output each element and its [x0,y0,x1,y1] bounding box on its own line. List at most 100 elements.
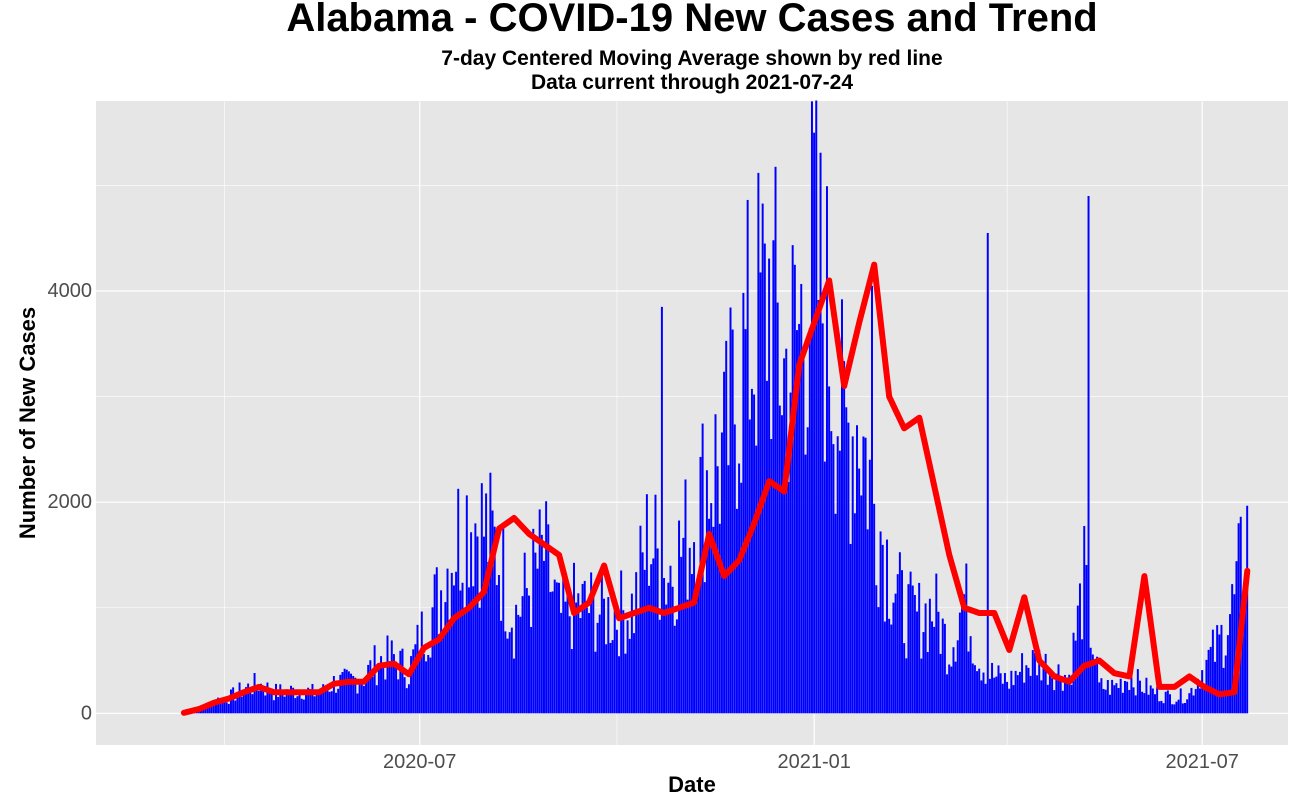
case-bar [879,531,882,714]
case-bar [1078,583,1081,714]
case-bar [221,698,224,714]
case-bar [1042,665,1045,714]
case-bar [808,328,811,714]
case-bar [1175,701,1178,714]
case-bar [633,633,636,714]
case-bar [455,571,458,714]
case-bar [343,668,346,714]
case-bar [1173,704,1176,714]
case-bar [264,695,267,714]
case-bar [281,692,284,714]
case-bar [1134,695,1137,714]
case-bar [1029,675,1032,714]
case-bar [485,493,488,714]
case-bar [472,586,475,714]
y-tick-label: 0 [81,702,92,724]
case-bar [697,577,700,714]
case-bar [978,668,981,714]
case-bar [270,694,273,714]
case-bar [1012,685,1015,714]
case-bar [1128,689,1131,714]
case-bar [1132,687,1135,714]
case-bar [1171,704,1174,714]
case-bar [1046,684,1049,714]
case-bar [1229,614,1232,714]
case-bar [1018,671,1021,714]
case-bar [993,677,996,714]
case-bar [1123,681,1126,714]
case-bar [832,444,835,714]
case-bar [573,562,575,714]
case-bar [836,436,839,714]
case-bar [1057,664,1060,714]
case-bar [690,574,693,714]
case-bar [1100,678,1103,714]
case-bar [444,602,447,714]
case-bar [427,655,430,714]
case-bar [1209,646,1212,714]
case-bar [1113,685,1116,714]
case-bar [530,626,533,714]
case-bar [682,537,685,714]
case-bar [774,166,777,714]
case-bar [997,665,1000,714]
case-bar [560,612,563,714]
case-bar [253,673,256,714]
case-bar [1145,677,1148,714]
case-bar [450,572,453,714]
case-bar [543,560,545,714]
case-bar [1089,647,1092,714]
case-bar [502,524,505,714]
x-tick-label: 2020-07 [383,751,456,773]
case-bar [1177,699,1180,714]
case-bar [785,348,788,714]
case-bar [217,697,220,714]
case-bar [961,601,964,714]
case-bar [778,405,781,714]
case-bar [1169,694,1171,714]
case-bar [926,652,929,714]
case-bar [262,690,265,714]
case-bar [1199,688,1202,714]
case-bar [731,329,734,714]
case-bar [735,508,738,714]
case-bar [298,691,301,714]
case-bar [1207,649,1210,714]
case-bar [605,644,608,714]
case-bar [1166,690,1169,714]
case-bar [478,607,481,714]
case-bar [716,466,719,714]
case-bar [337,688,340,714]
case-bar [967,651,970,714]
case-bar [1085,565,1088,714]
case-bar [517,614,520,714]
case-bar [871,285,873,714]
case-bar [673,625,676,714]
case-bar [813,132,816,714]
case-bar [410,656,413,714]
case-bar [695,598,698,714]
case-bar [350,673,353,714]
case-bar [931,621,934,714]
case-bar [257,690,260,714]
case-bar [890,624,893,714]
case-bar [495,585,498,714]
case-bar [1164,691,1167,714]
case-bar [948,664,951,714]
case-bar [744,329,747,714]
case-bar [1021,653,1024,714]
case-bar [750,388,753,714]
case-bar [800,283,803,714]
case-bar [765,380,768,714]
case-bar [283,696,286,714]
case-bar [1025,665,1028,714]
case-bar [1070,684,1073,714]
case-bar [225,702,228,714]
case-bar [1214,661,1217,714]
case-bar [864,437,867,714]
x-tick-label: 2021-07 [1166,751,1239,773]
case-bar [1235,561,1238,714]
case-bar [457,488,460,714]
case-bar [620,570,623,714]
case-bar [609,642,612,714]
